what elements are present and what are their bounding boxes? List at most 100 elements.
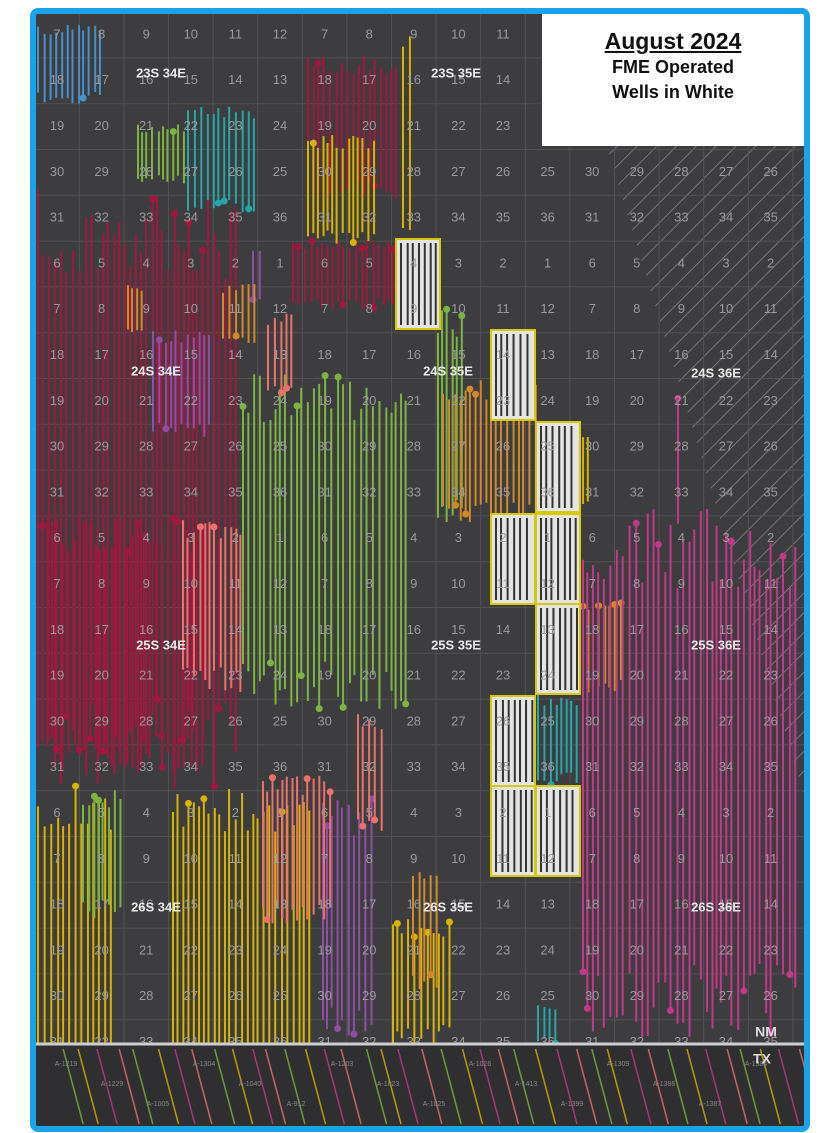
township-label: 24S 34E xyxy=(131,363,181,378)
well-pad xyxy=(159,764,166,771)
section-number: 12 xyxy=(540,576,554,591)
section-number: 3 xyxy=(455,530,462,545)
well-pad xyxy=(298,672,305,679)
section-number: 21 xyxy=(674,942,688,957)
state-label: NM xyxy=(755,1024,777,1040)
section-number: 30 xyxy=(317,164,331,179)
well-pad xyxy=(53,746,60,753)
tx-survey-label: A-1026 xyxy=(469,1061,492,1068)
section-number: 20 xyxy=(362,118,376,133)
section-number: 18 xyxy=(50,897,64,912)
section-number: 23 xyxy=(496,942,510,957)
section-number: 24 xyxy=(273,942,287,957)
section-number: 4 xyxy=(410,255,417,270)
section-number: 31 xyxy=(585,759,599,774)
section-number: 1 xyxy=(544,255,551,270)
section-number: 30 xyxy=(585,164,599,179)
section-number: 19 xyxy=(585,393,599,408)
section-number: 29 xyxy=(362,439,376,454)
section-number: 19 xyxy=(50,942,64,957)
section-number: 21 xyxy=(139,942,153,957)
section-number: 5 xyxy=(633,530,640,545)
section-number: 28 xyxy=(674,164,688,179)
section-number: 25 xyxy=(540,164,554,179)
section-number: 22 xyxy=(451,118,465,133)
section-number: 33 xyxy=(407,759,421,774)
section-number: 10 xyxy=(719,851,733,866)
section-number: 28 xyxy=(407,439,421,454)
section-number: 5 xyxy=(633,805,640,820)
section-number: 33 xyxy=(407,210,421,225)
section-number: 28 xyxy=(674,988,688,1003)
well-pad xyxy=(200,795,207,802)
section-number: 31 xyxy=(317,759,331,774)
well-pad xyxy=(179,737,186,744)
well-pad xyxy=(740,987,747,994)
section-number: 15 xyxy=(451,347,465,362)
section-number: 27 xyxy=(184,988,198,1003)
section-number: 10 xyxy=(719,301,733,316)
well-pad xyxy=(267,659,274,666)
section-number: 33 xyxy=(407,484,421,499)
section-number: 30 xyxy=(585,439,599,454)
section-number: 3 xyxy=(455,805,462,820)
section-number: 34 xyxy=(184,210,198,225)
section-number: 36 xyxy=(540,759,554,774)
section-number: 2 xyxy=(767,805,774,820)
section-number: 14 xyxy=(228,897,242,912)
section-number: 30 xyxy=(585,988,599,1003)
section-number: 28 xyxy=(139,439,153,454)
section-number: 14 xyxy=(496,347,510,362)
section-number: 35 xyxy=(228,484,242,499)
well-pad xyxy=(215,199,222,206)
section-number: 4 xyxy=(143,255,150,270)
section-number: 9 xyxy=(410,576,417,591)
section-number: 22 xyxy=(184,393,198,408)
section-number: 27 xyxy=(184,439,198,454)
section-number: 26 xyxy=(228,713,242,728)
section-number: 34 xyxy=(719,484,733,499)
section-number: 26 xyxy=(496,713,510,728)
section-number: 23 xyxy=(228,118,242,133)
section-number: 35 xyxy=(228,210,242,225)
section-number: 25 xyxy=(273,713,287,728)
section-number: 5 xyxy=(633,255,640,270)
township-label: 26S 35E xyxy=(423,899,473,914)
section-number: 14 xyxy=(496,72,510,87)
section-number: 19 xyxy=(317,942,331,957)
section-number: 32 xyxy=(630,484,644,499)
section-number: 13 xyxy=(273,622,287,637)
section-number: 11 xyxy=(229,301,243,316)
section-number: 32 xyxy=(362,210,376,225)
section-number: 32 xyxy=(94,484,108,499)
section-number: 26 xyxy=(763,988,777,1003)
well-pad xyxy=(199,247,206,254)
section-number: 32 xyxy=(362,759,376,774)
section-number: 10 xyxy=(451,851,465,866)
section-number: 16 xyxy=(674,622,688,637)
section-number: 21 xyxy=(407,118,421,133)
section-number: 22 xyxy=(451,942,465,957)
section-number: 5 xyxy=(366,255,373,270)
section-number: 11 xyxy=(229,26,243,41)
section-number: 8 xyxy=(366,576,373,591)
section-number: 24 xyxy=(273,393,287,408)
section-number: 20 xyxy=(362,668,376,683)
section-number: 6 xyxy=(589,255,596,270)
section-number: 10 xyxy=(184,26,198,41)
section-number: 11 xyxy=(764,576,778,591)
section-number: 3 xyxy=(187,530,194,545)
section-number: 2 xyxy=(499,530,506,545)
section-number: 5 xyxy=(98,530,105,545)
section-number: 10 xyxy=(451,26,465,41)
section-number: 21 xyxy=(407,668,421,683)
section-number: 9 xyxy=(678,576,685,591)
section-number: 9 xyxy=(678,851,685,866)
section-number: 29 xyxy=(362,988,376,1003)
well-pad xyxy=(294,402,301,409)
section-number: 21 xyxy=(139,393,153,408)
section-number: 22 xyxy=(451,393,465,408)
well-pad xyxy=(466,385,473,392)
section-number: 28 xyxy=(674,439,688,454)
section-number: 20 xyxy=(94,118,108,133)
